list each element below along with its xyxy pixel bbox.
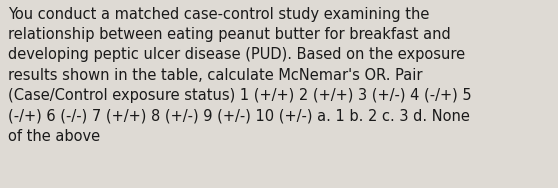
Text: You conduct a matched case-control study examining the
relationship between eati: You conduct a matched case-control study…: [8, 7, 472, 144]
